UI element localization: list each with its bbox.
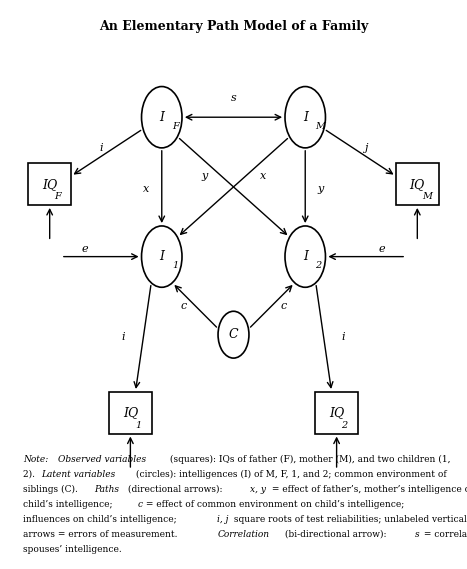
Ellipse shape	[218, 311, 249, 358]
Text: s: s	[415, 530, 420, 539]
Text: siblings (C).: siblings (C).	[23, 485, 80, 494]
Text: (bi-directional arrow):: (bi-directional arrow):	[282, 530, 389, 539]
Text: 1: 1	[172, 261, 178, 270]
Ellipse shape	[285, 226, 325, 287]
Text: I: I	[159, 250, 164, 263]
Text: y: y	[318, 184, 324, 193]
Text: IQ: IQ	[329, 406, 344, 419]
Text: = effect of common environment on child’s intelligence;: = effect of common environment on child’…	[143, 500, 408, 509]
Text: I: I	[303, 250, 308, 263]
Text: Correlation: Correlation	[218, 530, 270, 539]
Text: = correlation of: = correlation of	[421, 530, 467, 539]
Text: (squares): IQs of father (F), mother (M), and two children (1,: (squares): IQs of father (F), mother (M)…	[167, 455, 450, 464]
Text: Paths: Paths	[94, 485, 120, 494]
Text: e: e	[379, 244, 386, 254]
Text: x: x	[143, 184, 149, 193]
Text: Note:: Note:	[23, 455, 51, 464]
FancyBboxPatch shape	[396, 163, 439, 205]
Text: i: i	[122, 332, 126, 343]
Ellipse shape	[142, 86, 182, 148]
Text: (circles): intelligences (I) of M, F, 1, and 2; common environment of: (circles): intelligences (I) of M, F, 1,…	[133, 469, 447, 479]
Text: e: e	[81, 244, 88, 254]
Text: F: F	[172, 122, 179, 131]
Text: 2: 2	[315, 261, 322, 270]
Text: c: c	[180, 300, 186, 311]
Text: i: i	[99, 143, 103, 153]
Text: IQ: IQ	[123, 406, 138, 419]
Text: Latent variables: Latent variables	[41, 469, 115, 479]
Text: IQ: IQ	[410, 178, 425, 191]
Text: y: y	[201, 171, 207, 181]
Text: IQ: IQ	[42, 178, 57, 191]
Text: square roots of test reliabilities; unlabeled vertical: square roots of test reliabilities; unla…	[231, 515, 467, 524]
Text: j: j	[364, 143, 368, 153]
Text: child’s intelligence;: child’s intelligence;	[23, 500, 115, 509]
Text: Observed variables: Observed variables	[57, 455, 146, 464]
Text: 1: 1	[135, 421, 141, 430]
Text: influences on child’s intelligence;: influences on child’s intelligence;	[23, 515, 179, 524]
Text: spouses’ intelligence.: spouses’ intelligence.	[23, 545, 121, 554]
Text: I: I	[303, 111, 308, 123]
Text: s: s	[231, 93, 236, 102]
Text: M: M	[315, 122, 325, 131]
Text: An Elementary Path Model of a Family: An Elementary Path Model of a Family	[99, 20, 368, 32]
Text: i: i	[341, 332, 345, 343]
Text: c: c	[281, 300, 287, 311]
FancyBboxPatch shape	[28, 163, 71, 205]
Text: i, j: i, j	[217, 515, 228, 524]
Ellipse shape	[142, 226, 182, 287]
Text: F: F	[54, 192, 61, 201]
FancyBboxPatch shape	[315, 392, 358, 434]
FancyBboxPatch shape	[109, 392, 152, 434]
Text: M: M	[422, 192, 432, 201]
Text: 2: 2	[341, 421, 347, 430]
Text: x: x	[260, 171, 266, 181]
Text: 2).: 2).	[23, 469, 38, 479]
Text: I: I	[159, 111, 164, 123]
Text: = effect of father’s, mother’s intelligence on: = effect of father’s, mother’s intellige…	[269, 485, 467, 494]
Text: (directional arrows):: (directional arrows):	[125, 485, 226, 494]
Text: x, y: x, y	[250, 485, 266, 494]
Ellipse shape	[285, 86, 325, 148]
Text: c: c	[137, 500, 142, 509]
Text: C: C	[229, 328, 238, 341]
Text: arrows = errors of measurement.: arrows = errors of measurement.	[23, 530, 180, 539]
